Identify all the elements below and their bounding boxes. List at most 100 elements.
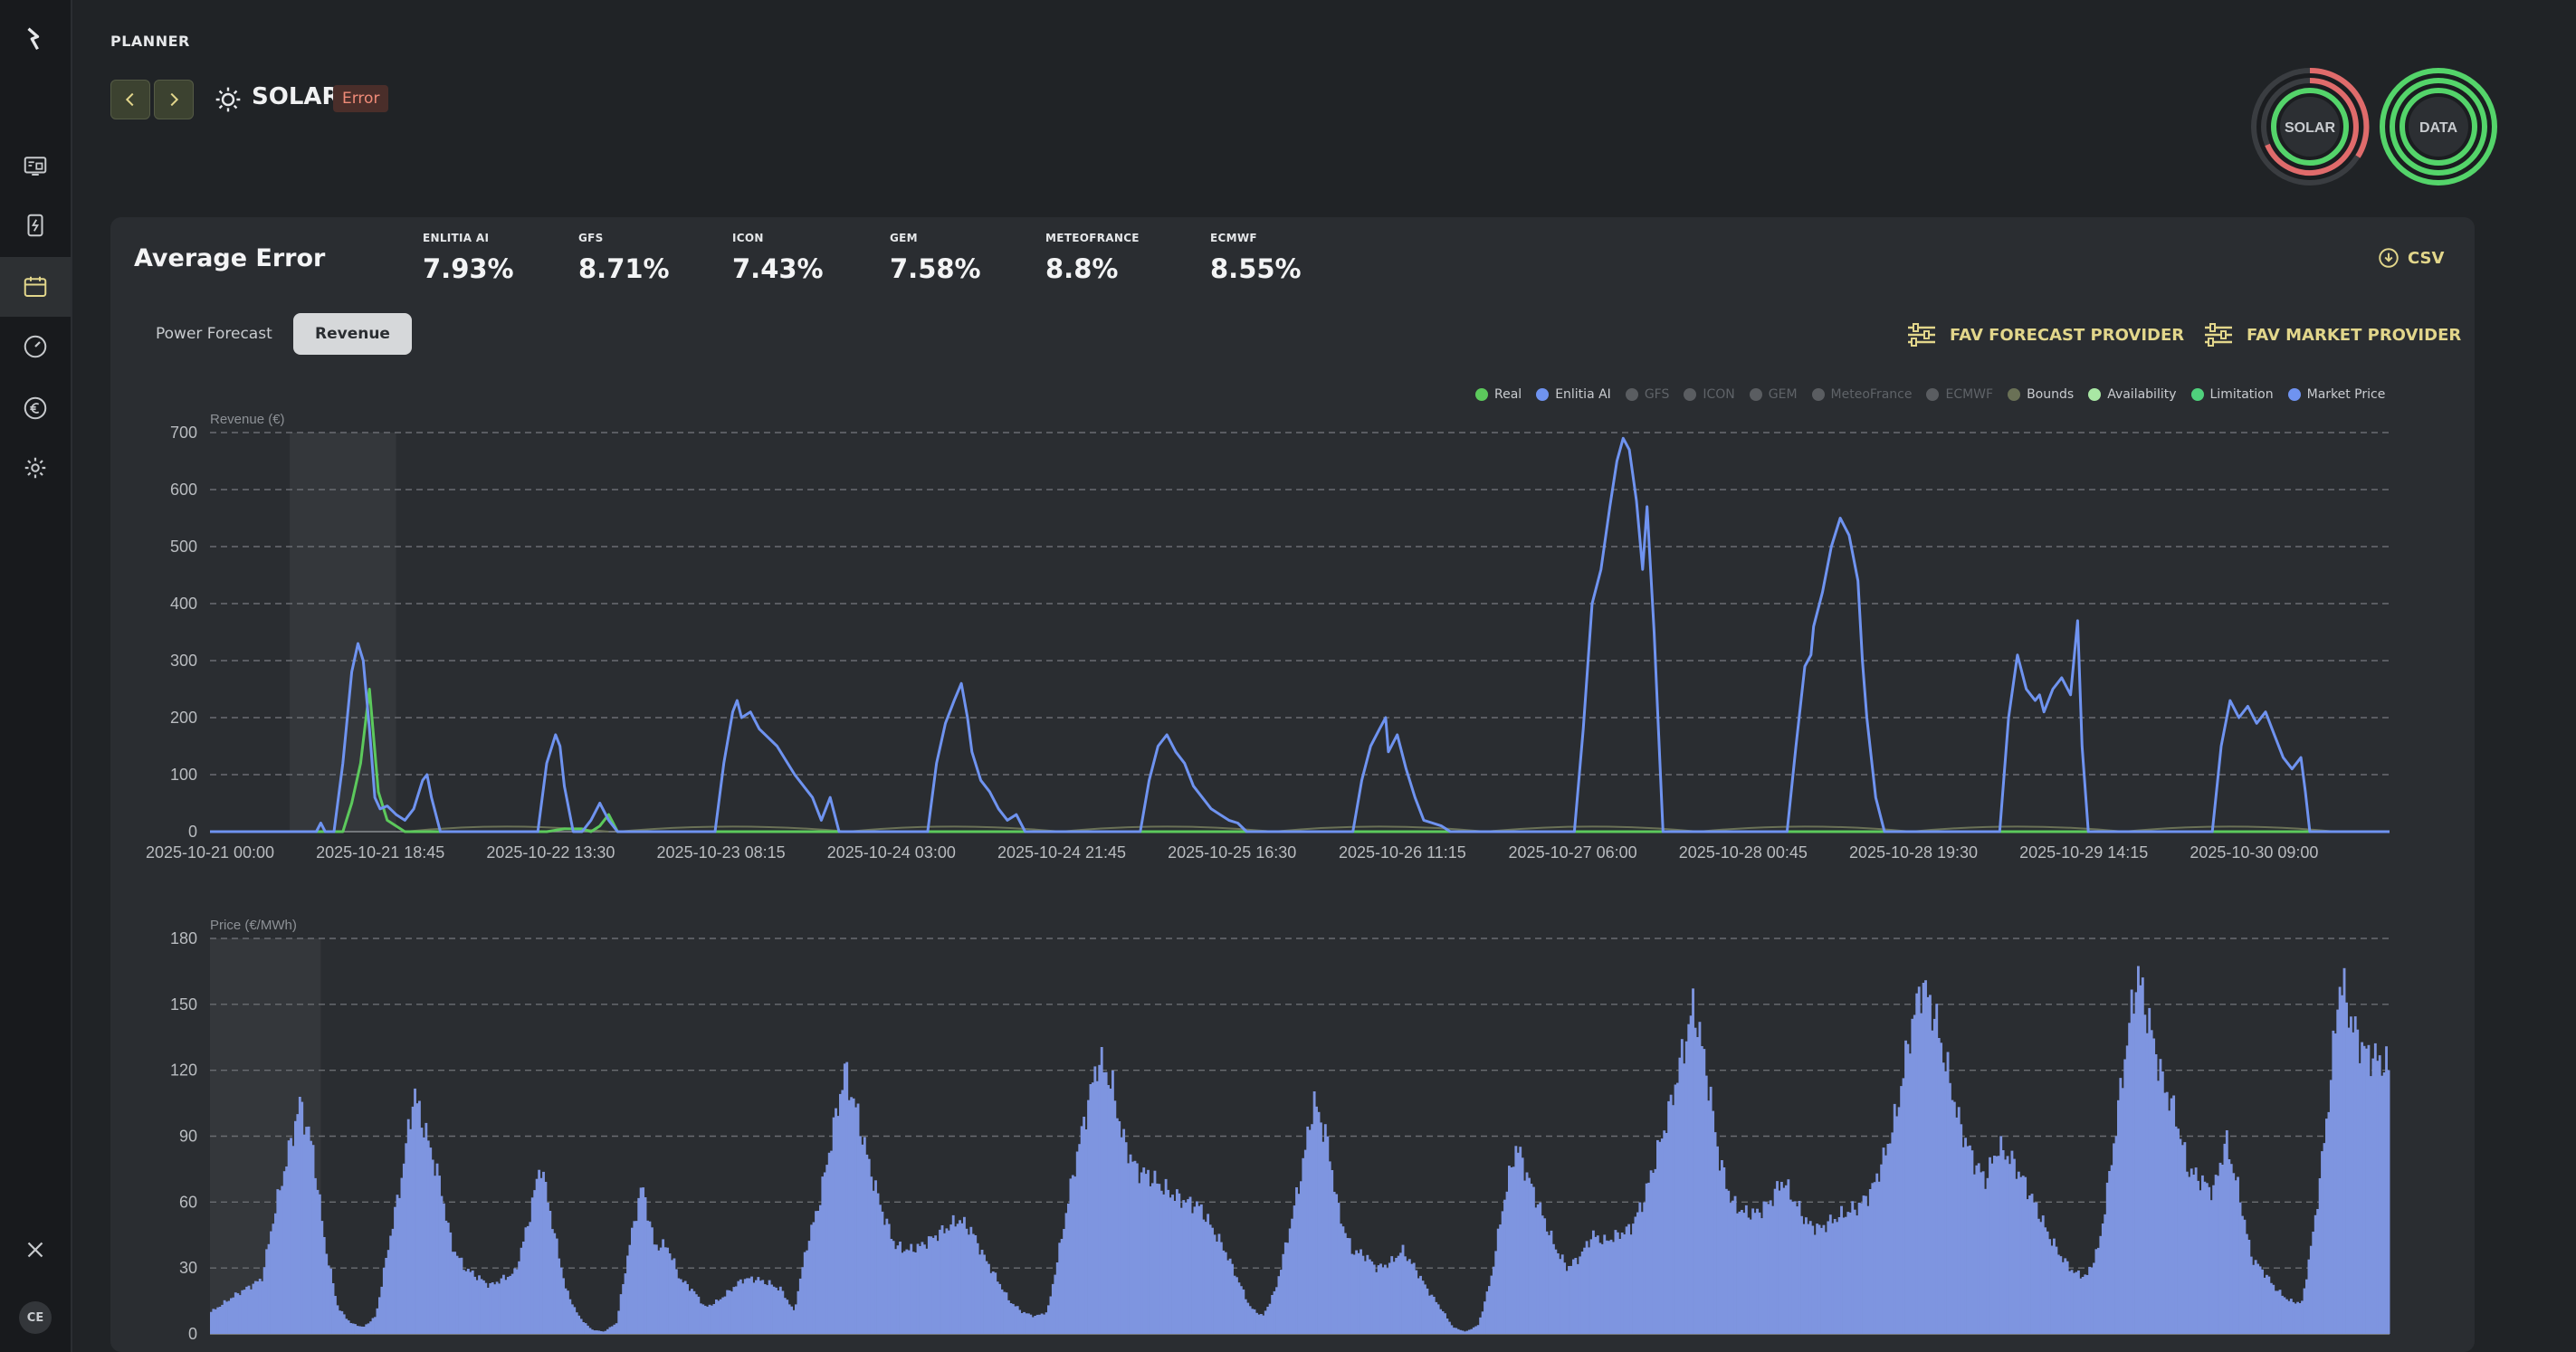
price-bar	[593, 1330, 596, 1334]
app-logo-icon[interactable]	[0, 9, 71, 69]
price-bar	[236, 1293, 240, 1334]
price-bar	[2073, 1272, 2075, 1334]
price-bar	[732, 1287, 736, 1334]
price-bar	[253, 1281, 257, 1334]
price-bar	[1802, 1223, 1806, 1334]
legend-item[interactable]: GFS	[1625, 387, 1669, 402]
legend-item[interactable]: ICON	[1684, 387, 1735, 402]
asset-name: SOLAR	[252, 83, 340, 110]
gear-icon[interactable]	[0, 438, 71, 498]
price-bar	[2044, 1227, 2047, 1334]
price-bar	[810, 1224, 814, 1334]
price-bar	[2197, 1180, 2199, 1334]
price-bar	[464, 1271, 468, 1334]
price-bar	[1811, 1225, 1815, 1334]
price-bar	[331, 1283, 335, 1334]
price-bar	[2134, 992, 2138, 1334]
price-bar	[1891, 1132, 1894, 1334]
price-bar	[1569, 1265, 1573, 1334]
price-bar	[939, 1229, 941, 1334]
price-bar	[1807, 1223, 1810, 1334]
fav-forecast-provider-button[interactable]: FAV FORECAST PROVIDER	[1906, 319, 2184, 351]
price-bar	[1678, 1057, 1682, 1334]
solar-status-ring[interactable]: SOLAR	[2247, 63, 2373, 190]
data-status-ring[interactable]: DATA	[2375, 63, 2502, 190]
tab-power-forecast[interactable]: Power Forecast	[156, 325, 272, 343]
price-bar	[2181, 1145, 2184, 1334]
price-bar	[1997, 1156, 2000, 1334]
avatar[interactable]: CE	[19, 1301, 52, 1334]
price-bar	[1721, 1160, 1723, 1334]
price-bar	[1286, 1243, 1290, 1334]
price-bar	[2218, 1162, 2222, 1334]
average-error-card	[110, 217, 2475, 1352]
price-bar	[1588, 1247, 1590, 1334]
gauge-icon[interactable]	[0, 317, 71, 376]
price-bar	[595, 1330, 598, 1334]
price-bar	[1871, 1183, 1875, 1334]
price-bar	[495, 1281, 499, 1334]
price-bar	[1058, 1243, 1062, 1334]
price-bar	[1972, 1174, 1976, 1334]
price-bar	[281, 1185, 284, 1334]
price-bar	[2101, 1223, 2104, 1334]
csv-download-button[interactable]: CSV	[2377, 244, 2444, 271]
dashboard-icon[interactable]	[0, 136, 71, 195]
price-bar	[815, 1211, 817, 1334]
legend-item[interactable]: Limitation	[2190, 387, 2274, 402]
legend-item[interactable]: GEM	[1749, 387, 1798, 402]
price-bar	[1616, 1232, 1619, 1334]
price-bar	[666, 1247, 669, 1334]
legend-label: MeteoFrance	[1830, 387, 1913, 402]
legend-item[interactable]: Real	[1475, 387, 1522, 402]
price-bar	[1239, 1286, 1243, 1334]
price-bar	[867, 1158, 871, 1334]
price-bar	[1315, 1106, 1318, 1334]
price-bar	[1151, 1183, 1154, 1334]
price-bar	[2163, 1092, 2167, 1334]
price-bar	[1676, 1082, 1679, 1334]
legend-item[interactable]: Enlitia AI	[1536, 387, 1611, 402]
price-bar	[1450, 1325, 1454, 1334]
price-bar	[1386, 1268, 1389, 1334]
price-bar	[2229, 1164, 2233, 1334]
price-bar	[1851, 1201, 1855, 1334]
price-bar	[624, 1273, 627, 1334]
price-bar	[1505, 1191, 1509, 1334]
revenue-ytick-label: 0	[188, 823, 197, 841]
price-bar	[795, 1304, 797, 1334]
price-bar	[1384, 1264, 1387, 1334]
previous-button[interactable]	[110, 80, 150, 119]
calendar-icon[interactable]	[0, 257, 71, 317]
price-bar	[1917, 986, 1921, 1334]
price-bar	[721, 1297, 725, 1334]
price-bar	[631, 1227, 634, 1334]
price-bar	[1519, 1147, 1522, 1334]
close-icon[interactable]	[0, 1220, 71, 1280]
price-bar	[1888, 1143, 1892, 1334]
price-bar	[1716, 1146, 1719, 1334]
tab-revenue[interactable]: Revenue	[293, 313, 412, 355]
price-bar	[1266, 1307, 1270, 1334]
price-bar	[1410, 1263, 1414, 1334]
legend-item[interactable]: Bounds	[2008, 387, 2074, 402]
legend-item[interactable]: MeteoFrance	[1811, 387, 1913, 402]
price-bar	[911, 1252, 915, 1334]
legend-item[interactable]: Market Price	[2287, 387, 2385, 402]
price-bar	[1364, 1261, 1367, 1334]
device-icon[interactable]	[0, 195, 71, 255]
price-bar	[1645, 1183, 1648, 1334]
download-icon	[2379, 248, 2399, 268]
price-bar	[1158, 1184, 1161, 1334]
legend-item[interactable]: Availability	[2088, 387, 2177, 402]
fav-market-provider-button[interactable]: FAV MARKET PROVIDER	[2203, 319, 2461, 351]
euro-icon[interactable]	[0, 378, 71, 438]
price-bar	[1499, 1224, 1503, 1334]
next-button[interactable]	[154, 80, 194, 119]
price-bar	[1842, 1217, 1846, 1334]
legend-item[interactable]: ECMWF	[1926, 387, 1993, 402]
legend-swatch	[2008, 388, 2021, 401]
price-bar	[1343, 1233, 1347, 1334]
price-bar	[360, 1326, 364, 1334]
price-bar	[934, 1235, 938, 1334]
